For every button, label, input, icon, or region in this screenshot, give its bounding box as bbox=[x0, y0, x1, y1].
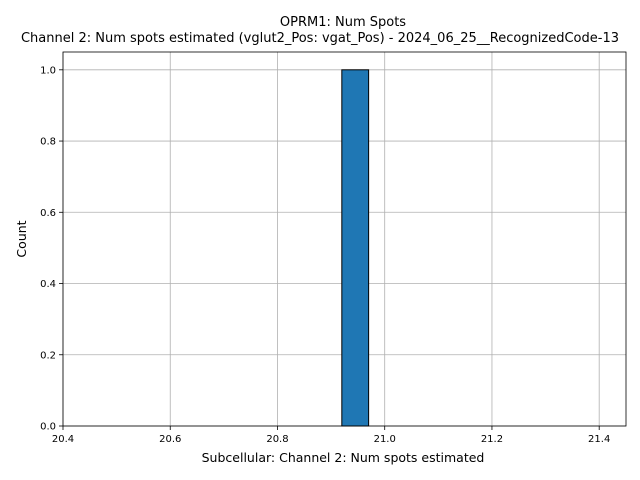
y-tick-label: 1.0 bbox=[40, 65, 56, 76]
chart-title: OPRM1: Num Spots bbox=[280, 15, 406, 30]
x-tick-label: 21.2 bbox=[481, 434, 503, 445]
y-tick-label: 0.2 bbox=[40, 350, 56, 361]
x-axis-label: Subcellular: Channel 2: Num spots estima… bbox=[202, 450, 485, 465]
x-tick-label: 20.4 bbox=[52, 434, 74, 445]
histogram-bars bbox=[341, 69, 370, 427]
chart-subtitle: Channel 2: Num spots estimated (vglut2_P… bbox=[21, 31, 619, 46]
y-tick-label: 0.6 bbox=[40, 208, 56, 219]
y-tick-label: 0.4 bbox=[40, 279, 56, 290]
plot-frame bbox=[62, 51, 627, 427]
y-tick-label: 0.8 bbox=[40, 137, 56, 148]
y-tick-label: 0.0 bbox=[40, 422, 56, 433]
x-tick-label: 21.0 bbox=[374, 434, 396, 445]
histogram-bar bbox=[341, 69, 370, 427]
x-tick-label: 20.6 bbox=[159, 434, 181, 445]
x-tick-label: 20.8 bbox=[266, 434, 288, 445]
y-axis-label: Count bbox=[14, 220, 29, 257]
axis-ticks: 20.4 20.6 20.8 21.0 21.2 21.4 0.0 0.2 0.4 0.6 0.8 1… bbox=[40, 65, 610, 445]
x-tick-label: 21.4 bbox=[588, 434, 610, 445]
